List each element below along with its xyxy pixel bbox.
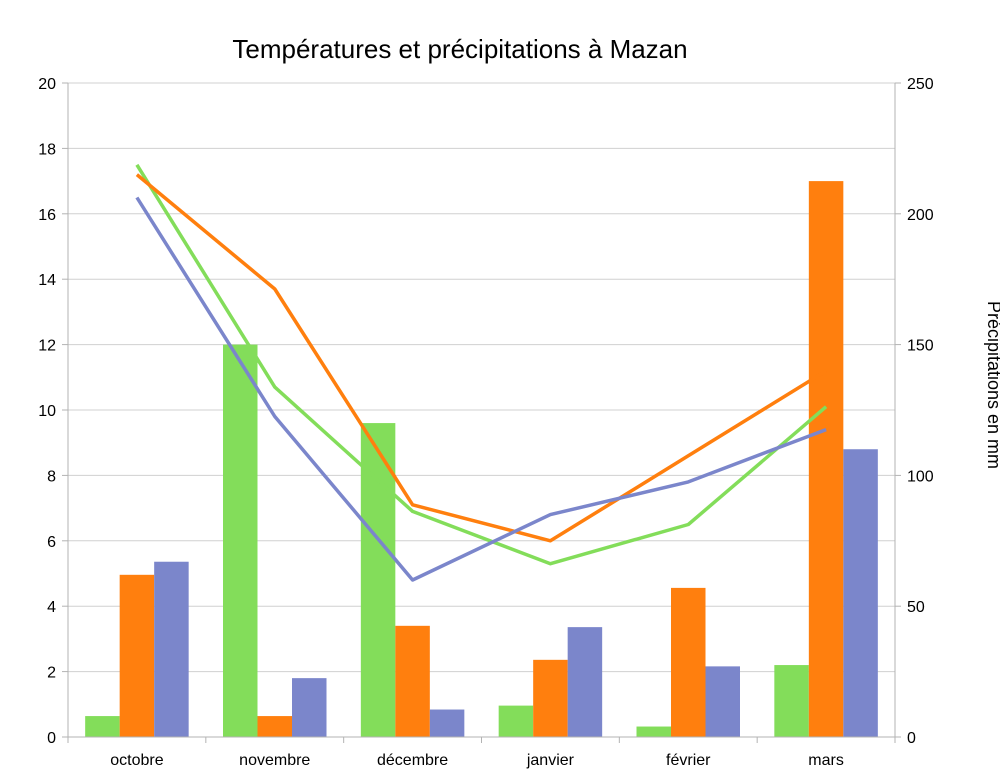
left-tick-label: 8	[47, 468, 56, 485]
bar	[636, 726, 671, 737]
right-tick-label: 100	[907, 468, 934, 485]
series-line	[135, 196, 827, 582]
left-tick-label: 4	[47, 599, 56, 616]
right-axis-label: Précipitations en mm	[984, 301, 1000, 469]
category-label: janvier	[526, 752, 575, 769]
left-tick-label: 16	[38, 207, 56, 224]
right-tick-label: 200	[907, 207, 934, 224]
right-tick-label: 0	[907, 730, 916, 747]
left-tick-label: 6	[47, 534, 56, 551]
right-tick-label: 150	[907, 338, 934, 355]
bar	[843, 449, 878, 737]
series-line	[135, 163, 828, 566]
right-tick-label: 50	[907, 599, 925, 616]
category-label: mars	[808, 752, 844, 769]
bar	[533, 659, 568, 737]
bar	[705, 666, 740, 737]
left-axis-ticks: 0 2 4 6 8 10 12 14 16 18 20	[38, 76, 68, 747]
chart-title: Températures et précipitations à Mazan	[232, 34, 687, 64]
bar	[154, 561, 189, 737]
category-label: novembre	[239, 752, 310, 769]
right-axis-ticks: 0 50 100 150 200 250	[895, 76, 934, 747]
bar	[567, 627, 603, 737]
bar	[429, 709, 465, 737]
bar	[395, 625, 430, 737]
category-labels: octobre novembre décembre janvier février mar…	[110, 752, 844, 769]
left-tick-label: 2	[47, 665, 56, 682]
bar	[808, 181, 844, 738]
bar	[498, 705, 534, 737]
bar	[774, 665, 809, 737]
category-label: octobre	[110, 752, 163, 769]
left-tick-label: 10	[38, 403, 56, 420]
bar	[85, 716, 120, 737]
bar	[223, 344, 258, 737]
right-tick-label: 250	[907, 76, 934, 93]
category-label: décembre	[377, 752, 448, 769]
bar	[671, 587, 706, 737]
gridlines	[68, 82, 895, 738]
left-tick-label: 20	[38, 76, 56, 93]
series-lines	[135, 163, 828, 582]
bars	[85, 181, 878, 738]
bar	[360, 423, 396, 737]
bar	[292, 678, 327, 737]
bar	[257, 716, 292, 737]
left-tick-label: 18	[38, 141, 56, 158]
bar	[119, 574, 155, 737]
left-tick-label: 14	[38, 272, 56, 289]
category-label: février	[666, 752, 711, 769]
left-tick-label: 12	[38, 338, 56, 355]
series-line	[135, 173, 828, 543]
left-tick-label: 0	[47, 730, 56, 747]
axes	[67, 83, 896, 743]
